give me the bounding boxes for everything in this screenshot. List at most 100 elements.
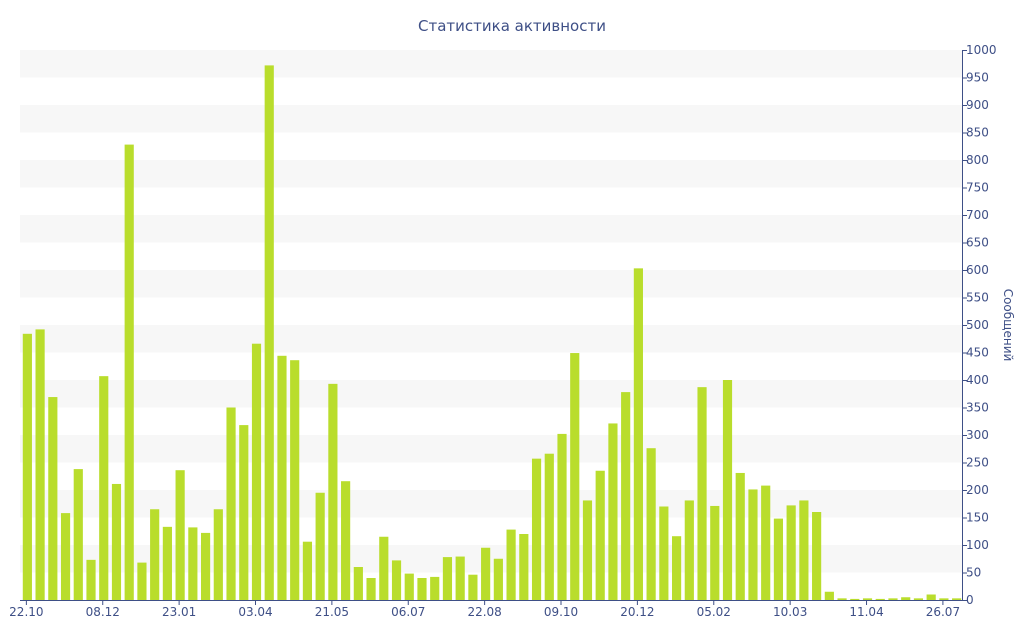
bar xyxy=(99,376,109,600)
x-tick-label: 09.10 xyxy=(544,605,578,619)
y-tick-label: 900 xyxy=(966,98,989,112)
bar xyxy=(697,387,707,600)
bar xyxy=(633,268,643,600)
bar xyxy=(35,329,45,600)
bar xyxy=(328,383,338,600)
bar xyxy=(455,556,465,600)
y-tick-label: 0 xyxy=(966,593,974,607)
y-tick-label: 950 xyxy=(966,71,989,85)
bar xyxy=(659,506,669,600)
bar xyxy=(761,485,771,600)
bar xyxy=(913,598,924,600)
bar xyxy=(672,536,682,600)
grid-band xyxy=(20,380,962,408)
axes: 0 50 100 150 200 250 300 350 400 450 500 550 600 650 7… xyxy=(9,43,996,619)
bar xyxy=(773,518,784,600)
y-tick-label: 500 xyxy=(966,318,989,332)
bar xyxy=(213,509,223,600)
grid-band xyxy=(20,215,962,243)
bar xyxy=(417,578,427,600)
bar xyxy=(786,505,796,600)
bar xyxy=(442,557,453,600)
y-tick-label: 550 xyxy=(966,291,989,305)
bar xyxy=(506,529,516,600)
grid-band xyxy=(20,270,962,298)
bar xyxy=(595,470,605,600)
chart-title: Статистика активности xyxy=(418,17,606,35)
bar xyxy=(519,534,529,600)
bar xyxy=(901,597,911,600)
bar xyxy=(850,598,860,600)
bar xyxy=(175,470,185,600)
y-tick-label: 650 xyxy=(966,236,989,250)
grid-band xyxy=(20,160,962,188)
bar xyxy=(277,355,287,600)
x-tick-label: 11.04 xyxy=(849,605,883,619)
bar xyxy=(341,481,351,600)
bar xyxy=(162,526,172,600)
x-tick-label: 23.01 xyxy=(162,605,196,619)
bar xyxy=(430,576,440,600)
bar xyxy=(939,598,949,600)
bar xyxy=(60,513,71,600)
bar xyxy=(366,578,376,600)
bar xyxy=(722,380,733,600)
grid-band xyxy=(20,105,962,133)
y-tick-label: 350 xyxy=(966,401,989,415)
y-tick-label: 750 xyxy=(966,181,989,195)
bar xyxy=(544,453,554,600)
grid-bands xyxy=(20,50,962,573)
bar xyxy=(379,536,389,600)
bar xyxy=(264,65,274,600)
y-tick-label: 450 xyxy=(966,346,989,360)
bar xyxy=(188,527,198,600)
y-tick-label: 600 xyxy=(966,263,989,277)
x-tick-label: 22.08 xyxy=(467,605,501,619)
bars xyxy=(22,65,962,600)
bar xyxy=(621,392,631,600)
x-tick-label: 21.05 xyxy=(315,605,349,619)
bar xyxy=(22,333,32,600)
bar xyxy=(875,598,885,600)
grid-band xyxy=(20,325,962,353)
x-tick-label: 26.07 xyxy=(926,605,960,619)
bar xyxy=(353,567,363,600)
bar xyxy=(799,500,809,600)
x-tick-label: 05.02 xyxy=(697,605,731,619)
bar xyxy=(684,500,694,600)
bar xyxy=(493,558,503,600)
bar xyxy=(302,541,313,600)
bar xyxy=(468,574,478,600)
x-tick-label: 03.04 xyxy=(238,605,272,619)
bar xyxy=(48,397,58,600)
bar xyxy=(124,144,134,600)
x-tick-label: 22.10 xyxy=(9,605,43,619)
bar xyxy=(481,547,491,600)
y-tick-label: 250 xyxy=(966,456,989,470)
grid-band xyxy=(20,50,962,78)
bar xyxy=(111,483,122,600)
bar xyxy=(201,532,211,600)
bar xyxy=(391,560,402,600)
y-tick-label: 700 xyxy=(966,208,989,222)
bar xyxy=(952,598,962,600)
bar xyxy=(239,425,249,600)
bar xyxy=(748,489,758,600)
grid-band xyxy=(20,435,962,463)
bar xyxy=(837,598,847,600)
bar xyxy=(86,559,96,600)
bar xyxy=(557,433,567,600)
y-tick-label: 200 xyxy=(966,483,989,497)
bar xyxy=(608,423,618,600)
bar xyxy=(888,598,898,600)
bar xyxy=(226,407,236,600)
bar xyxy=(73,469,83,600)
x-tick-label: 08.12 xyxy=(86,605,120,619)
x-tick-label: 06.07 xyxy=(391,605,425,619)
bar xyxy=(137,562,147,600)
y-tick-label: 800 xyxy=(966,153,989,167)
bar xyxy=(150,509,160,600)
bar xyxy=(824,591,834,600)
